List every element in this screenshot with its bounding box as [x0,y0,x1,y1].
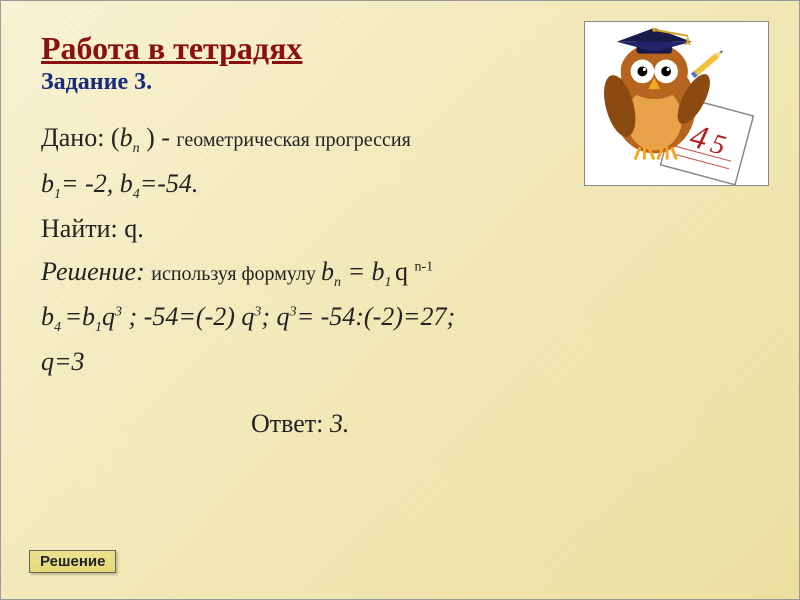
calc-line: b4 =b1q3 ; -54=(-2) q3; q3= -54:(-2)=27; [41,297,759,338]
c-1: 1 [95,320,102,335]
c-eq1: = [65,302,83,331]
c-3a: 3 [115,304,122,319]
slide: 4 5 [0,0,800,600]
given-close: ) - [140,123,177,152]
formula-exp: n-1 [415,259,434,274]
find-line: Найти: q. [41,209,759,248]
b1-sub: 1 [54,187,61,202]
solution-desc: используя формулу [151,263,321,285]
answer-prefix: Ответ: [251,409,330,438]
c-4: 4 [54,320,65,335]
answer-value: 3. [330,409,350,438]
formula-eq: = [341,257,372,286]
formula-b: b [321,257,334,286]
solution-button[interactable]: Решение [29,550,116,573]
b4-sub: 4 [133,187,140,202]
c-semi: ; -54=(-2) q [122,302,254,331]
c-b1: b [82,302,95,331]
given-var: b [120,123,133,152]
result-line: q=3 [41,342,759,381]
b4-label: b [120,169,133,198]
c-q: q [102,302,115,331]
answer-line: Ответ: 3. [41,409,759,439]
owl-illustration: 4 5 [584,21,769,186]
given-prefix: Дано: ( [41,123,120,152]
given-desc: геометрическая прогрессия [176,129,410,151]
formula-n: n [334,275,341,290]
b1-label: b [41,169,54,198]
b1-eq: = -2, [61,169,120,198]
solution-line: Решение: используя формулу bn = b1 q n-1 [41,252,759,293]
solution-label: Решение: [41,257,151,286]
formula-1: 1 [385,275,396,290]
c-semi2: ; q [261,302,289,331]
formula-b1: b [372,257,385,286]
formula-q: q [395,257,415,286]
given-sub: n [133,142,140,157]
b4-eq: =-54. [140,169,199,198]
c-b4: b [41,302,54,331]
c-3c: 3 [290,304,297,319]
c-eq2: = -54:(-2)=27; [297,302,456,331]
